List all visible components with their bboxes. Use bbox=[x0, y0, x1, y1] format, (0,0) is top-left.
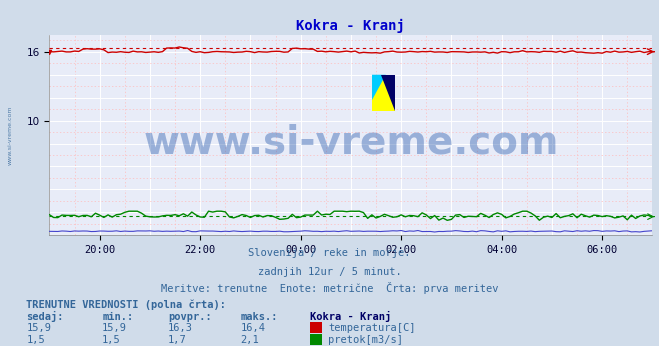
Text: 16,3: 16,3 bbox=[168, 324, 193, 334]
Text: 1,7: 1,7 bbox=[168, 335, 186, 345]
Text: TRENUTNE VREDNOSTI (polna črta):: TRENUTNE VREDNOSTI (polna črta): bbox=[26, 299, 226, 310]
Polygon shape bbox=[381, 75, 395, 111]
Polygon shape bbox=[372, 75, 386, 100]
Text: Slovenija / reke in morje.: Slovenija / reke in morje. bbox=[248, 248, 411, 258]
Text: zadnjih 12ur / 5 minut.: zadnjih 12ur / 5 minut. bbox=[258, 267, 401, 277]
Text: maks.:: maks.: bbox=[241, 312, 278, 322]
Text: Kokra - Kranj: Kokra - Kranj bbox=[310, 311, 391, 322]
Text: 2,1: 2,1 bbox=[241, 335, 259, 345]
Text: Meritve: trenutne  Enote: metrične  Črta: prva meritev: Meritve: trenutne Enote: metrične Črta: … bbox=[161, 282, 498, 294]
Text: 15,9: 15,9 bbox=[26, 324, 51, 334]
Text: 1,5: 1,5 bbox=[102, 335, 121, 345]
Bar bbox=[372, 75, 395, 111]
Text: 16,4: 16,4 bbox=[241, 324, 266, 334]
Text: www.si-vreme.com: www.si-vreme.com bbox=[8, 105, 13, 165]
Text: 1,5: 1,5 bbox=[26, 335, 45, 345]
Text: temperatura[C]: temperatura[C] bbox=[328, 324, 416, 334]
Text: www.si-vreme.com: www.si-vreme.com bbox=[143, 124, 559, 162]
Text: sedaj:: sedaj: bbox=[26, 311, 64, 322]
Text: povpr.:: povpr.: bbox=[168, 312, 212, 322]
Text: 15,9: 15,9 bbox=[102, 324, 127, 334]
Text: min.:: min.: bbox=[102, 312, 133, 322]
Text: pretok[m3/s]: pretok[m3/s] bbox=[328, 335, 403, 345]
Title: Kokra - Kranj: Kokra - Kranj bbox=[297, 19, 405, 34]
